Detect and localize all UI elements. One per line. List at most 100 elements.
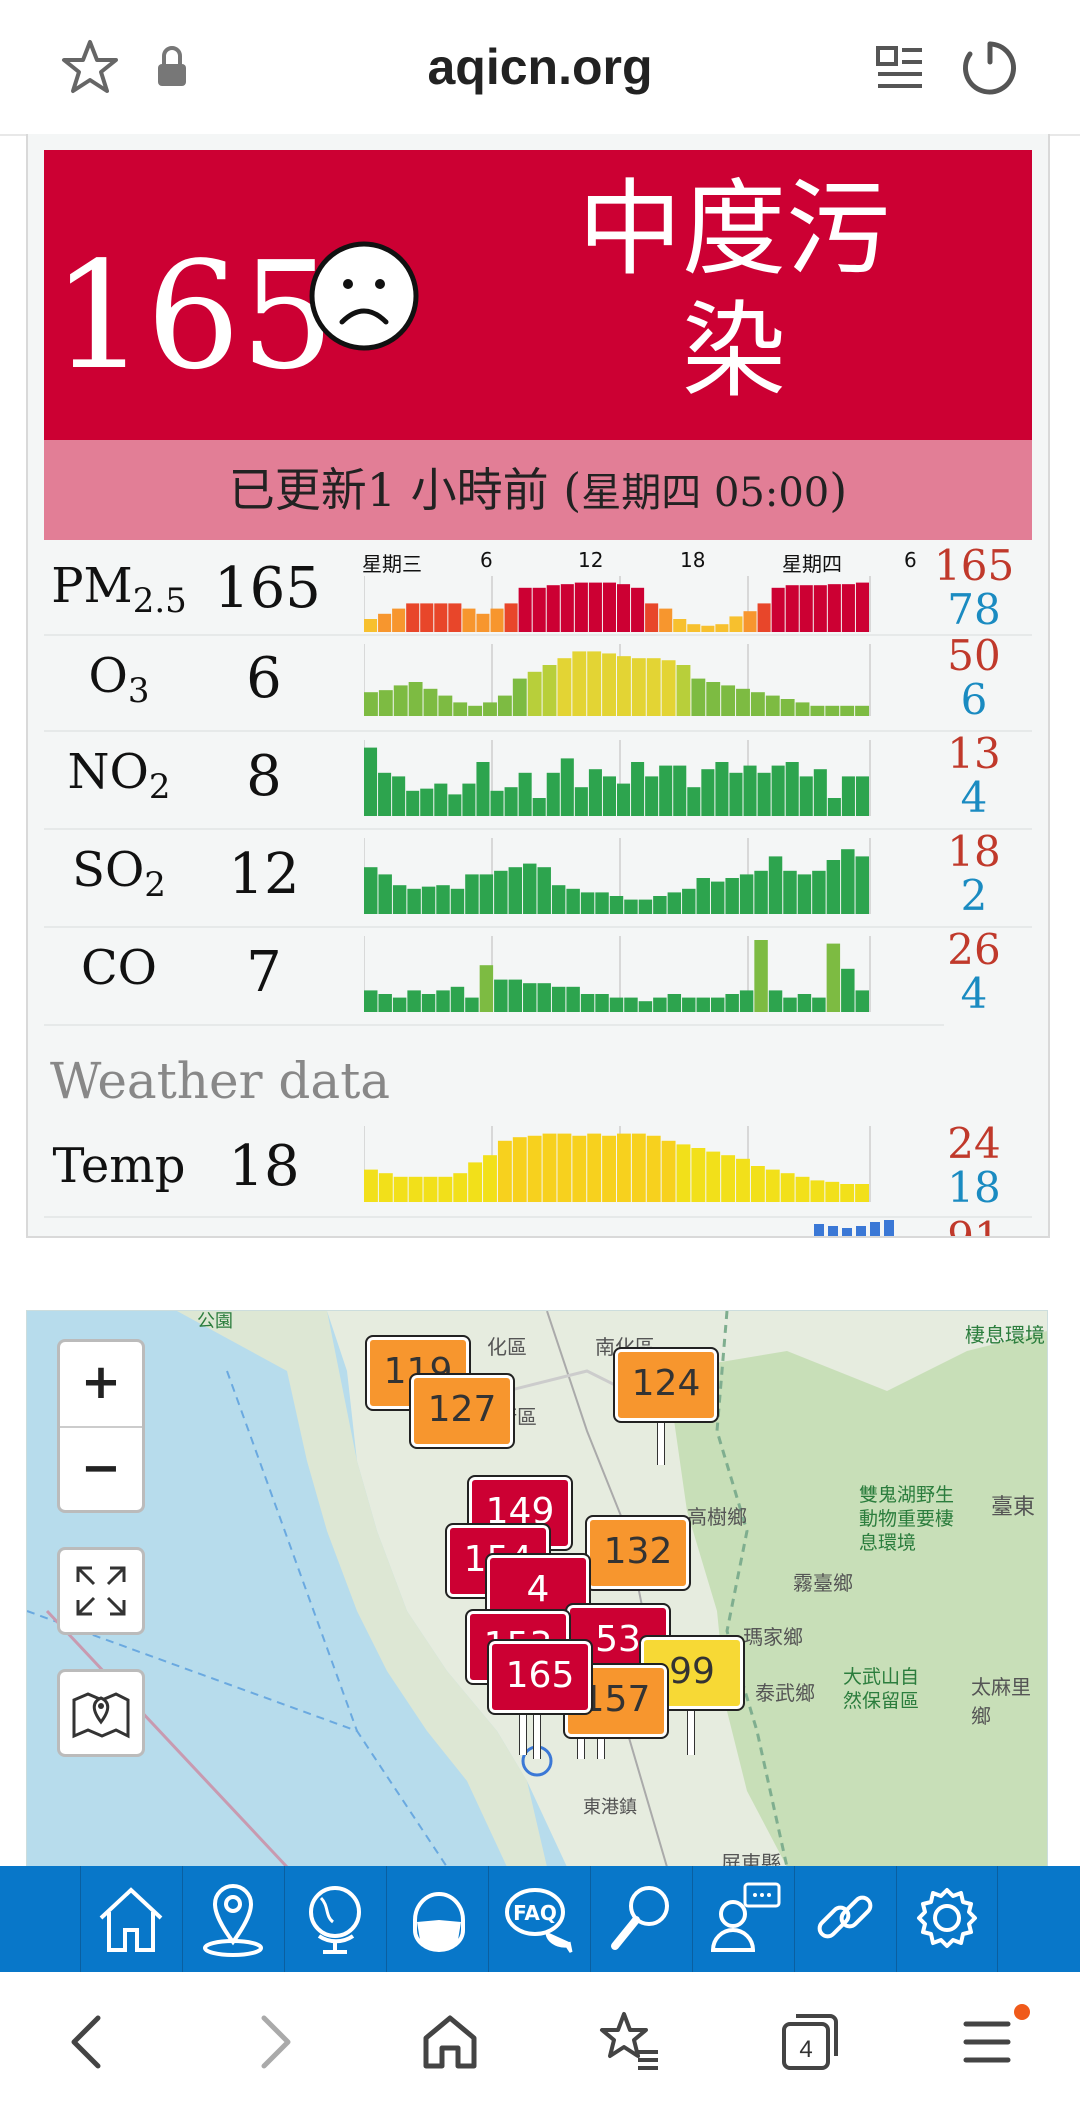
sparkline-bar [646,658,661,716]
sparkline-bar [434,783,448,816]
sparkline-bar [421,886,436,914]
sparkline-bar [691,1148,706,1202]
home-icon[interactable] [410,2002,490,2082]
sparkline-bar [710,997,725,1012]
sparkline-bar [624,899,638,914]
search-icon [611,1886,669,1950]
updated-banner: 已更新1 小時前 (星期四 05:00) [44,440,1032,540]
star-icon[interactable] [58,36,122,100]
link-icon [817,1895,873,1939]
sparkline-bar [537,867,551,914]
zoom-in-button[interactable]: + [60,1342,142,1428]
sparkline-bar [696,878,710,914]
pollutant-name: PM2.5 [44,558,194,621]
nav-faq[interactable]: FAQ [488,1866,589,1972]
sparkline-bar [572,651,587,716]
sparkline-bar [743,765,757,816]
station-marker[interactable]: 132 [585,1515,691,1591]
map-pin-icon [72,1692,130,1739]
sparkline-bar [465,997,479,1012]
sparkline-bar [392,997,407,1012]
pollutant-row-so2[interactable]: SO2 12 18 2 [44,828,1032,928]
axis-label-6: 6 [480,548,493,572]
zoom-out-button[interactable]: − [80,1440,122,1496]
station-marker[interactable]: 127 [409,1373,515,1449]
place-label: 高樹鄉 [687,1505,747,1529]
co-sparkline [364,936,871,1012]
map-terrain [27,1311,1047,1867]
nav-location[interactable] [182,1866,283,1972]
forward-arrow-icon[interactable] [234,2002,314,2082]
bookmarks-icon[interactable] [590,2002,670,2082]
pollutant-row-pm25[interactable]: 星期三 6 12 18 星期四 6 PM2.5 165 165 78 [44,540,1032,636]
pollutant-name-sub: 2 [144,865,166,905]
pollutant-row-co[interactable]: CO 7 26 4 [44,926,1001,1026]
sparkline-bar [696,997,710,1012]
reload-icon[interactable] [958,36,1022,100]
sparkline-bar [609,896,624,914]
sparkline-bar [453,1173,468,1202]
sparkline-bar [706,682,721,716]
sparkline-bar [645,603,659,632]
lock-icon[interactable] [150,36,194,100]
reader-mode-icon[interactable] [868,36,932,100]
fullscreen-button[interactable] [57,1547,145,1635]
sparkline-bar [729,772,743,816]
nav-contact[interactable] [692,1866,793,1972]
sparkline-bar [797,874,812,914]
tabs-button[interactable]: 4 [770,2002,850,2082]
sparkline-bar [855,856,869,914]
sparkline-bar [826,943,841,1012]
nav-links[interactable] [794,1866,895,1972]
back-arrow-icon[interactable] [48,2002,128,2082]
sparkline-bar [826,860,841,914]
tab-count: 4 [799,2036,813,2063]
map-view[interactable]: 公園 化區 南化區 棲息環境 衛區 高樹鄉 雙鬼湖野生動物重要棲息環境 臺東 霧… [26,1310,1048,1868]
nav-settings[interactable] [896,1866,998,1972]
pollutant-value: 8 [246,744,282,809]
pollutant-min: 6 [960,675,988,724]
pollutant-name: CO [44,940,194,1003]
sparkline-bar [448,794,462,816]
pollutant-row-no2[interactable]: NO2 8 13 4 [44,730,1032,830]
pollutant-min: 2 [960,871,988,920]
station-marker[interactable]: 124 [613,1347,719,1423]
aqi-level-text: 中度污 染 [484,168,984,412]
sparkline-bar [739,874,754,914]
sparkline-bar [588,582,602,632]
sparkline-bar [617,584,631,632]
pollutant-row-o3[interactable]: O3 6 50 6 [44,634,1032,732]
sparkline-bar [785,585,799,632]
sparkline-bar [542,665,557,716]
nav-search[interactable] [590,1866,691,1972]
marker-stem [533,1695,541,1759]
sparkline-bar [595,994,609,1012]
sparkline-bar [557,1133,572,1202]
sparkline-bar [617,1133,631,1202]
map-layers-button[interactable] [57,1669,145,1757]
station-marker[interactable]: 165 [487,1639,593,1715]
sparkline-bar [609,997,624,1012]
nav-home[interactable] [80,1866,181,1972]
sparkline-bar [364,990,378,1012]
sparkline-bar [638,899,653,914]
sparkline-bar [572,1135,587,1202]
sparkline-bar [855,1184,869,1202]
place-label: 棲息環境 [965,1323,1045,1347]
sparkline-bar [855,705,869,716]
menu-icon[interactable] [950,2002,1030,2082]
sparkline-bar [721,685,736,716]
axis-label-day1: 星期三 [362,552,422,576]
sparkline-bar [825,1181,840,1202]
sparkline-bar [364,1169,378,1202]
address-bar-url[interactable]: aqicn.org [427,39,653,95]
sparkline-bar [855,776,869,816]
sparkline-bar [841,968,855,1012]
pollutant-value: 165 [214,556,321,621]
nav-mask[interactable] [386,1866,487,1972]
sparkline-bar [588,769,602,816]
weather-row-temp[interactable]: Temp 18 24 18 [44,1120,1032,1218]
nav-world[interactable] [284,1866,385,1972]
sparkline-bar [490,608,504,632]
sparkline-bar [490,790,504,816]
